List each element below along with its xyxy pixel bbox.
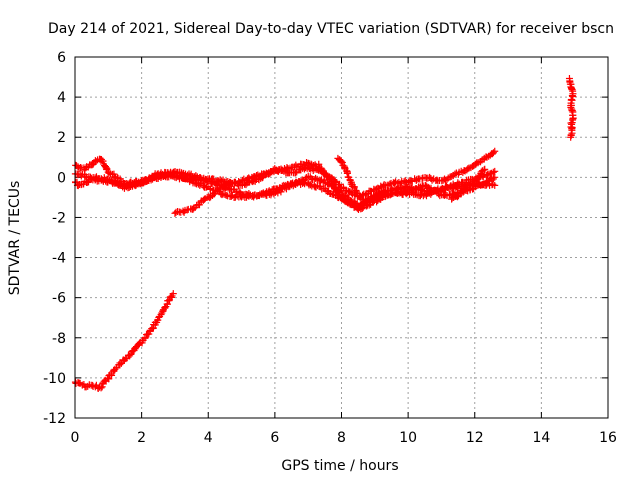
data-point xyxy=(266,168,274,176)
data-point xyxy=(265,187,273,195)
x-tick-label: 2 xyxy=(137,430,146,446)
y-tick-label: -10 xyxy=(43,371,66,387)
data-point xyxy=(121,181,129,189)
x-tick-label: 14 xyxy=(532,430,550,446)
data-point xyxy=(191,179,199,187)
data-point xyxy=(567,104,575,112)
y-axis-label: SDTVAR / TECUs xyxy=(7,181,23,296)
data-point xyxy=(98,176,106,184)
y-tick-label: -2 xyxy=(52,210,66,226)
data-point xyxy=(173,170,181,178)
y-tick-label: -4 xyxy=(52,251,66,267)
plot-frame xyxy=(74,56,609,419)
data-point xyxy=(491,181,499,189)
data-point xyxy=(103,165,111,173)
data-point xyxy=(336,180,344,188)
data-point xyxy=(438,184,446,192)
x-tick-label: 16 xyxy=(599,430,617,446)
data-point xyxy=(98,383,106,391)
data-point xyxy=(258,190,266,198)
data-point xyxy=(392,178,400,186)
data-point xyxy=(306,181,314,189)
data-point xyxy=(328,180,336,188)
x-tick-label: 0 xyxy=(71,430,80,446)
data-point xyxy=(263,170,271,178)
data-point xyxy=(182,174,190,182)
data-point xyxy=(489,175,497,183)
data-point xyxy=(169,290,177,298)
data-point xyxy=(388,190,396,198)
data-point xyxy=(481,165,489,173)
y-tick-label: 6 xyxy=(57,50,66,66)
series-arc-6 xyxy=(448,173,499,203)
data-points xyxy=(71,74,577,392)
y-tick-label: -8 xyxy=(52,331,66,347)
data-point xyxy=(97,155,105,163)
data-point xyxy=(259,171,267,179)
data-point xyxy=(381,187,389,195)
data-point xyxy=(567,133,575,141)
data-point xyxy=(211,190,219,198)
data-point xyxy=(464,165,472,173)
data-point xyxy=(77,172,85,180)
data-point xyxy=(318,165,326,173)
data-point xyxy=(74,182,82,190)
data-point xyxy=(254,192,262,200)
data-point xyxy=(183,206,191,214)
y-tick-label: 2 xyxy=(57,130,66,146)
data-point xyxy=(491,167,499,175)
x-tick-label: 4 xyxy=(204,430,213,446)
x-tick-label: 10 xyxy=(399,430,417,446)
x-tick-label: 6 xyxy=(270,430,279,446)
data-point xyxy=(203,183,211,191)
data-point xyxy=(141,334,149,342)
series-arc-7 xyxy=(71,290,177,392)
x-tick-label: 12 xyxy=(466,430,484,446)
y-tick-label: 4 xyxy=(57,90,66,106)
data-point xyxy=(312,174,320,182)
data-point xyxy=(222,191,230,199)
axis-ticks: 0 2 4 6 8 10 12 14 16 -12 -10 -8 -6 -4 -2 0 2 4 6 xyxy=(43,50,617,446)
data-point xyxy=(105,169,113,177)
data-point xyxy=(453,193,461,201)
data-point xyxy=(489,168,497,176)
series-arc-8 xyxy=(565,74,577,141)
data-point xyxy=(397,188,405,196)
data-point xyxy=(126,352,134,360)
data-point xyxy=(158,309,166,317)
data-point xyxy=(92,157,100,165)
data-point xyxy=(435,190,443,198)
data-point xyxy=(343,169,351,177)
y-tick-label: -6 xyxy=(52,291,66,307)
data-point xyxy=(480,166,488,174)
series-arc-5 xyxy=(334,154,389,206)
data-point xyxy=(97,384,105,392)
data-point xyxy=(292,169,300,177)
grid-lines xyxy=(75,57,608,418)
data-point xyxy=(386,180,394,188)
data-point xyxy=(491,147,499,155)
data-point xyxy=(491,173,499,181)
x-tick-label: 8 xyxy=(337,430,346,446)
data-point xyxy=(489,149,497,157)
x-axis-label: GPS time / hours xyxy=(281,458,398,474)
y-tick-label: 0 xyxy=(57,170,66,186)
chart-title: Day 214 of 2021, Sidereal Day-to-day VTE… xyxy=(48,21,614,37)
y-tick-label: -12 xyxy=(43,411,66,427)
data-point xyxy=(321,169,329,177)
